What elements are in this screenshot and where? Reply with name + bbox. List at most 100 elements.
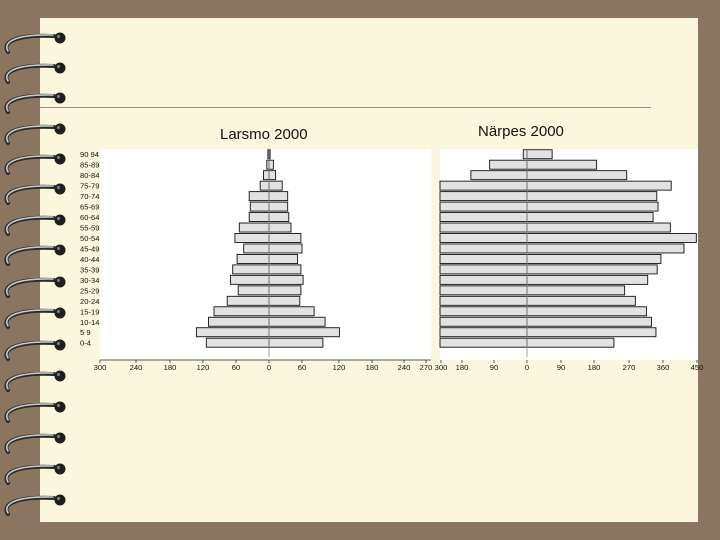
spiral-ring bbox=[4, 123, 66, 145]
larsmo-chart-title: Larsmo 2000 bbox=[220, 126, 308, 143]
punch-hole-glint bbox=[56, 64, 61, 69]
bar-left bbox=[439, 201, 528, 212]
x-tick-label: 90 bbox=[490, 363, 498, 372]
bar-left bbox=[243, 243, 270, 254]
bar-left bbox=[439, 191, 528, 202]
bar-left bbox=[249, 201, 270, 212]
age-group-label: 15-19 bbox=[80, 307, 99, 316]
age-group-label: 90 94 bbox=[80, 150, 99, 159]
bar-right bbox=[268, 159, 274, 170]
punch-hole bbox=[54, 494, 66, 506]
ring-wire-highlight bbox=[6, 341, 54, 359]
ring-wire-highlight bbox=[6, 496, 54, 514]
bar-left bbox=[213, 306, 270, 317]
bar-left bbox=[232, 264, 270, 275]
spiral-ring bbox=[4, 153, 66, 175]
spiral-ring bbox=[4, 92, 66, 114]
bar-left bbox=[439, 212, 528, 223]
punch-hole bbox=[54, 370, 66, 382]
bar-left bbox=[489, 159, 528, 170]
x-tick-label: 270 bbox=[420, 363, 433, 372]
bar-right bbox=[526, 264, 658, 275]
x-tick-label: 90 bbox=[557, 363, 565, 372]
bar-right bbox=[268, 233, 302, 243]
bar-right bbox=[268, 337, 324, 348]
x-tick-label: 360 bbox=[657, 363, 670, 372]
punch-hole bbox=[54, 276, 66, 288]
bar-left bbox=[226, 295, 270, 306]
age-group-label: 30-34 bbox=[80, 276, 99, 285]
x-tick-label: 240 bbox=[130, 363, 143, 372]
bar-right bbox=[526, 222, 671, 233]
x-tick-label: 300 bbox=[435, 363, 448, 372]
age-group-label: 45-49 bbox=[80, 244, 99, 253]
age-group-label: 0-4 bbox=[80, 339, 91, 348]
bar-right bbox=[268, 316, 326, 327]
punch-hole-glint bbox=[56, 372, 61, 377]
bar-right bbox=[268, 191, 289, 202]
bar-right bbox=[268, 170, 277, 181]
bar-right bbox=[268, 327, 340, 338]
bar-left bbox=[248, 212, 270, 223]
bar-left bbox=[439, 285, 528, 296]
punch-hole-glint bbox=[56, 155, 61, 160]
punch-hole-glint bbox=[56, 465, 61, 470]
bar-left bbox=[439, 222, 528, 233]
punch-hole bbox=[54, 339, 66, 351]
ring-wire-highlight bbox=[6, 465, 54, 483]
spiral-ring bbox=[4, 244, 66, 266]
bar-right bbox=[526, 306, 647, 317]
bar-left bbox=[259, 180, 270, 191]
x-tick-label: 450 bbox=[691, 363, 704, 372]
x-tick-label: 180 bbox=[456, 363, 469, 372]
bar-right bbox=[268, 264, 302, 275]
bar-left bbox=[237, 285, 270, 296]
punch-hole-glint bbox=[56, 94, 61, 99]
punch-hole-glint bbox=[56, 246, 61, 251]
age-group-label: 55-59 bbox=[80, 224, 99, 233]
spiral-ring bbox=[4, 370, 66, 392]
bar-right bbox=[268, 201, 289, 212]
age-group-label: 10-14 bbox=[80, 318, 99, 327]
x-tick-label: 180 bbox=[164, 363, 177, 372]
spiral-ring bbox=[4, 339, 66, 361]
bar-left bbox=[439, 337, 528, 348]
bar-left bbox=[236, 253, 270, 264]
age-group-label: 65-69 bbox=[80, 203, 99, 212]
bar-right bbox=[526, 327, 657, 338]
punch-hole bbox=[54, 92, 66, 104]
age-group-label: 85-89 bbox=[80, 161, 99, 170]
bar-right bbox=[268, 295, 301, 306]
x-tick-label: 120 bbox=[333, 363, 346, 372]
spiral-ring bbox=[4, 432, 66, 454]
punch-hole bbox=[54, 307, 66, 319]
age-group-label: 40-44 bbox=[80, 255, 99, 264]
bar-right bbox=[268, 212, 290, 223]
bar-left bbox=[439, 316, 528, 327]
ring-wire-highlight bbox=[6, 246, 54, 264]
x-tick-label: 180 bbox=[588, 363, 601, 372]
bar-left bbox=[439, 180, 528, 191]
bar-left bbox=[205, 337, 270, 348]
punch-hole-glint bbox=[56, 185, 61, 190]
x-tick-label: 120 bbox=[197, 363, 210, 372]
bar-right bbox=[526, 201, 659, 212]
ring-wire-highlight bbox=[6, 34, 54, 52]
punch-hole bbox=[54, 62, 66, 74]
spiral-ring bbox=[4, 32, 66, 54]
punch-hole bbox=[54, 123, 66, 135]
bar-right bbox=[526, 285, 626, 296]
ring-wire-highlight bbox=[6, 125, 54, 143]
ring-wire-highlight bbox=[6, 216, 54, 234]
x-tick-label: 270 bbox=[623, 363, 636, 372]
x-tick-label: 60 bbox=[298, 363, 306, 372]
bar-right bbox=[526, 233, 697, 243]
bar-right bbox=[526, 191, 658, 202]
ring-wire-highlight bbox=[6, 403, 54, 421]
bar-left bbox=[522, 149, 528, 160]
spiral-ring bbox=[4, 183, 66, 205]
punch-hole bbox=[54, 214, 66, 226]
bar-left bbox=[439, 264, 528, 275]
bar-right bbox=[268, 253, 299, 264]
